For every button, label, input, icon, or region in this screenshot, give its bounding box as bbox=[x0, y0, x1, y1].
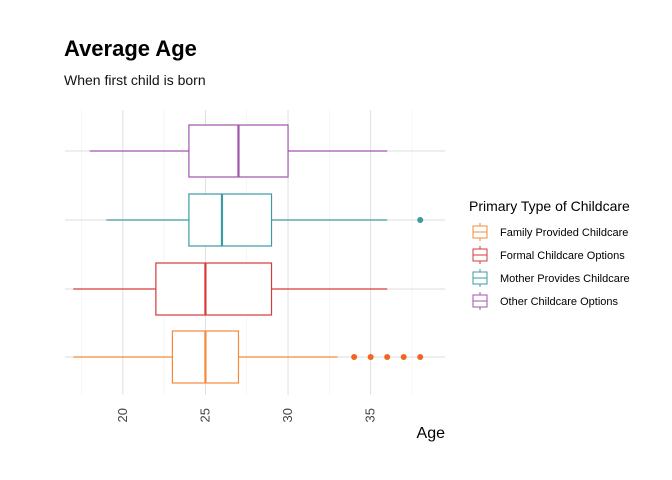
legend-label: Mother Provides Childcare bbox=[500, 273, 630, 285]
outlier-point bbox=[384, 354, 391, 360]
box-other-childcare-options bbox=[89, 124, 388, 178]
outlier-point bbox=[417, 217, 424, 223]
legend-label: Formal Childcare Options bbox=[500, 250, 625, 262]
x-tick-label: 30 bbox=[280, 408, 295, 422]
outlier-point bbox=[351, 354, 358, 360]
x-tick-label: 20 bbox=[115, 408, 130, 422]
outlier-point bbox=[400, 354, 407, 360]
x-tick-label: 25 bbox=[197, 408, 212, 422]
legend-item: Other Childcare Options bbox=[472, 292, 618, 310]
legend-item: Family Provided Childcare bbox=[472, 223, 628, 241]
box-series bbox=[73, 124, 424, 384]
legend-label: Family Provided Childcare bbox=[500, 227, 628, 239]
box-mother-provides-childcare bbox=[106, 193, 424, 247]
legend-item: Mother Provides Childcare bbox=[472, 269, 630, 287]
legend-label: Other Childcare Options bbox=[500, 296, 618, 308]
x-tick-labels: 20 25 30 35 bbox=[115, 408, 378, 422]
legend-title: Primary Type of Childcare bbox=[469, 198, 630, 214]
chart-subtitle: When first child is born bbox=[64, 72, 206, 88]
outlier-point bbox=[417, 354, 424, 360]
legend: Primary Type of Childcare Family Provide… bbox=[469, 198, 630, 310]
legend-item: Formal Childcare Options bbox=[472, 246, 625, 264]
interquartile-box bbox=[155, 262, 273, 316]
box-family-provided-childcare bbox=[73, 330, 424, 384]
x-tick-label: 35 bbox=[363, 408, 378, 422]
x-axis-title: Age bbox=[417, 425, 446, 442]
box-formal-childcare-options bbox=[73, 262, 388, 316]
chart-title: Average Age bbox=[64, 36, 197, 61]
outlier-point bbox=[367, 354, 374, 360]
interquartile-box bbox=[188, 193, 273, 247]
